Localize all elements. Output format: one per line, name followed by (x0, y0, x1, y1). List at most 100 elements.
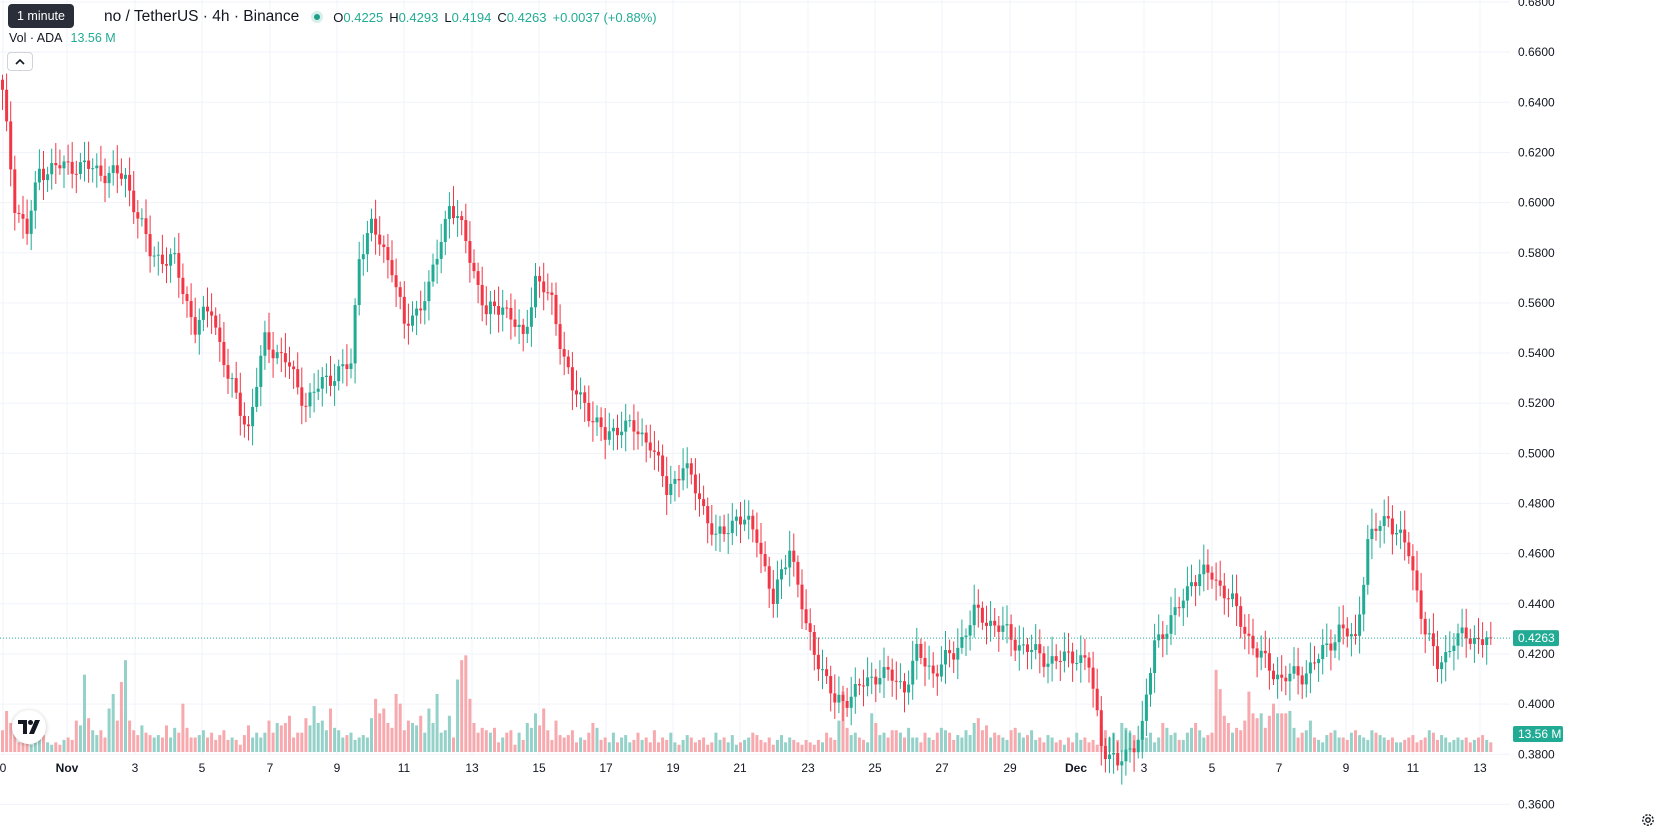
candle-body (415, 308, 419, 316)
candle-body (726, 533, 730, 535)
time-tick-label: Dec (1065, 761, 1087, 775)
candle-body (271, 349, 275, 359)
candle-body (62, 161, 66, 169)
candle-body (788, 550, 792, 568)
volume-bar (919, 742, 923, 752)
volume-bar (1, 730, 4, 752)
candle-body (480, 284, 484, 306)
collapse-legend-button[interactable] (7, 52, 33, 71)
volume-bar (644, 737, 648, 752)
volume-bar (1013, 727, 1017, 752)
volume-bar (611, 732, 615, 752)
candle-body (1460, 627, 1464, 634)
candle-body (521, 324, 525, 334)
candle-body (644, 432, 648, 443)
candle-body (730, 520, 734, 534)
volume-bar (1292, 727, 1296, 752)
candle-body (685, 463, 689, 469)
candle-body (1095, 688, 1099, 711)
volume-bar (1034, 739, 1038, 752)
candle-body (1292, 666, 1296, 674)
volume-bar (759, 739, 763, 752)
volume-bar (452, 737, 455, 752)
candle-body (91, 168, 95, 170)
candle-body (841, 694, 845, 702)
candle-body (1075, 662, 1079, 664)
candle-body (870, 676, 874, 678)
time-tick-label: Nov (56, 761, 79, 775)
candle-body (46, 174, 50, 181)
volume-bar (222, 730, 226, 752)
volume-bar (128, 720, 132, 752)
candle-body (808, 623, 812, 632)
volume-bar (177, 732, 181, 752)
candle-body (944, 650, 947, 665)
candle-body (1239, 606, 1243, 627)
candle-body (1112, 752, 1116, 755)
candle-body (1116, 752, 1120, 766)
volume-bar (1255, 718, 1259, 752)
candle-body (538, 275, 542, 282)
volume-bar (800, 744, 804, 752)
open-label: O (333, 9, 344, 25)
candle-body (296, 369, 300, 388)
volume-bar (931, 739, 935, 752)
volume-bar (185, 727, 189, 752)
candle-body (890, 669, 894, 681)
volume-bar (1042, 742, 1046, 752)
volume-bar (1395, 742, 1398, 752)
volume-bar (985, 725, 988, 752)
candle-body (361, 254, 365, 260)
candle-body (1005, 624, 1009, 626)
candle-body (267, 332, 271, 350)
volume-bar (734, 744, 738, 752)
candle-body (948, 650, 952, 654)
candle-body (894, 680, 898, 682)
candle-body (341, 364, 345, 367)
candle-body (1403, 529, 1407, 543)
candle-body (1157, 634, 1161, 641)
gear-icon[interactable] (1640, 812, 1656, 828)
candle-body (1395, 532, 1398, 535)
tradingview-logo[interactable] (12, 710, 46, 744)
volume-bar (706, 744, 710, 752)
volume-bar (501, 737, 505, 752)
volume-bar (95, 735, 99, 752)
volume-legend[interactable]: Vol · ADA 13.56 M (9, 31, 116, 45)
candle-body (1321, 645, 1325, 660)
time-axis[interactable]: 0 Nov 3 5 7 9 11 13 15 17 19 21 23 25 27 29 Dec 3 5 7 9 11 13 (0, 761, 1487, 775)
volume-bar (1050, 737, 1054, 752)
symbol-title[interactable]: no / TetherUS · 4h · Binance (104, 8, 300, 25)
candle-body (402, 296, 406, 324)
volume-bar (1030, 730, 1034, 752)
volume-bar (1009, 730, 1013, 752)
volume-bar (833, 739, 837, 752)
candle-body (1354, 634, 1357, 636)
candle-body (189, 301, 193, 318)
volume-bar (554, 720, 558, 752)
candle-body (628, 420, 632, 422)
volume-bar (386, 723, 390, 752)
candle-body (1308, 662, 1312, 674)
candle-body (784, 567, 788, 570)
volume-bar (468, 698, 472, 752)
volume-bar (439, 732, 443, 752)
volume-bar (1411, 735, 1415, 752)
volume-bar (1259, 713, 1263, 752)
market-status-icon[interactable] (311, 11, 324, 23)
volume-bar (1161, 723, 1165, 752)
volume-bar (1021, 737, 1025, 752)
candle-body (1231, 593, 1234, 600)
price-axis[interactable]: 0.3600 0.3800 0.4000 0.4200 0.4400 0.4600 0.48… (1513, 0, 1563, 811)
volume-bar (575, 742, 578, 752)
candle-body (132, 190, 136, 213)
candle-body (804, 609, 808, 624)
volume-bar (579, 737, 583, 752)
candle-body (1132, 748, 1136, 753)
candle-body (1313, 662, 1316, 664)
candle-body (657, 451, 660, 456)
candle-body (1177, 607, 1181, 609)
candle-body (693, 474, 697, 494)
